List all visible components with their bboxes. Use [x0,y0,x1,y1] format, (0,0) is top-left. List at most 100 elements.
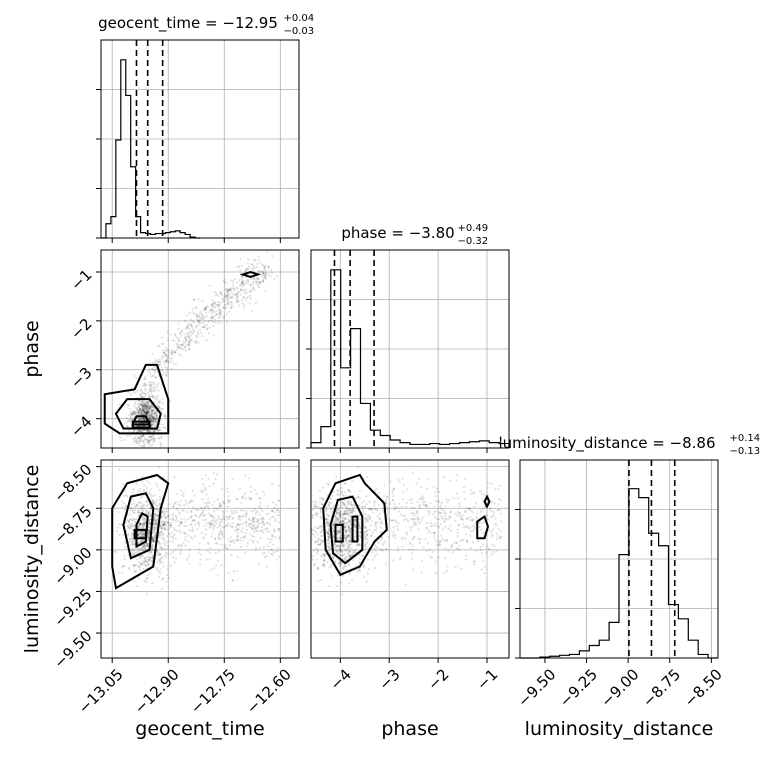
sample-point [130,502,133,506]
sample-point [420,485,423,489]
sample-point [276,528,279,531]
x-tick-label: −1 [473,665,501,693]
sample-point [151,437,154,441]
sample-point [150,384,153,387]
sample-point [345,534,348,537]
sample-point [458,544,461,547]
sample-point [335,475,338,479]
sample-point [267,266,270,269]
sample-point [167,360,171,363]
sample-point [151,419,154,423]
sample-point [153,440,156,443]
sample-point [210,319,213,322]
sample-point [150,387,153,390]
sample-point [198,542,201,545]
sample-point [225,295,228,298]
sample-point [379,526,382,529]
sample-point [343,528,346,531]
sample-point [225,524,228,527]
sample-point [192,330,195,333]
sample-point [133,518,136,521]
sample-point [336,526,340,529]
sample-point [245,297,248,300]
sample-point [142,413,145,416]
sample-point [218,523,221,526]
sample-point [313,562,316,566]
sample-point [189,516,192,520]
sample-point [130,519,134,522]
sample-point [261,280,264,283]
sample-point [242,306,245,309]
sample-point [190,324,193,327]
sample-point [145,383,148,386]
sample-point [248,302,252,305]
sample-point [256,280,259,283]
sample-point [276,546,279,549]
sample-point [162,342,165,346]
sample-point [143,405,147,408]
sample-point [158,551,161,554]
sample-point [244,288,247,291]
sample-point [458,502,461,505]
sample-point [181,343,184,346]
sample-point [123,508,126,511]
sample-point [226,505,229,508]
sample-point [142,403,145,406]
sample-point [177,327,180,330]
sample-point [403,514,406,517]
sample-point [139,410,143,413]
sample-point [241,275,244,278]
sample-point [433,524,437,527]
sample-point [151,415,154,419]
sample-point [213,302,216,305]
sample-point [421,495,424,498]
sample-point [130,507,133,510]
sample-point [469,516,472,519]
sample-point [318,489,321,492]
sample-point [160,520,164,524]
sample-point [140,412,143,415]
sample-point [133,374,136,377]
sample-point [146,410,149,413]
sample-point [149,506,152,509]
sample-point [113,550,117,553]
contour-island [239,270,262,278]
sample-point [177,322,180,325]
sample-point [128,420,131,423]
sample-point [194,341,198,345]
sample-point [219,311,222,314]
sample-point [466,507,469,510]
sample-point [163,355,166,358]
sample-point [273,277,276,280]
sample-point [148,491,151,494]
sample-point [316,527,319,530]
sample-point [242,296,246,299]
sample-point [187,343,191,346]
sample-point [143,579,147,582]
sample-point [257,285,261,289]
sample-point [196,331,199,334]
sample-point [207,332,210,335]
sample-point [136,436,139,439]
sample-point [161,397,164,400]
sample-point [198,323,201,326]
sample-point [429,531,432,534]
sample-point [264,274,267,277]
sample-point [168,502,171,506]
sample-point [498,484,501,487]
sample-point [456,528,459,531]
sample-point [469,534,472,537]
sample-point [179,500,182,503]
sample-point [186,558,189,562]
sample-point [319,525,323,528]
sample-point [201,313,204,316]
sample-point [212,528,215,531]
sample-point [174,515,177,518]
sample-point [203,306,206,310]
sample-point [251,263,254,267]
sample-point [329,563,332,566]
sample-point [185,325,189,328]
sample-point [133,511,136,515]
sample-point [431,550,435,554]
sample-point [221,535,224,538]
